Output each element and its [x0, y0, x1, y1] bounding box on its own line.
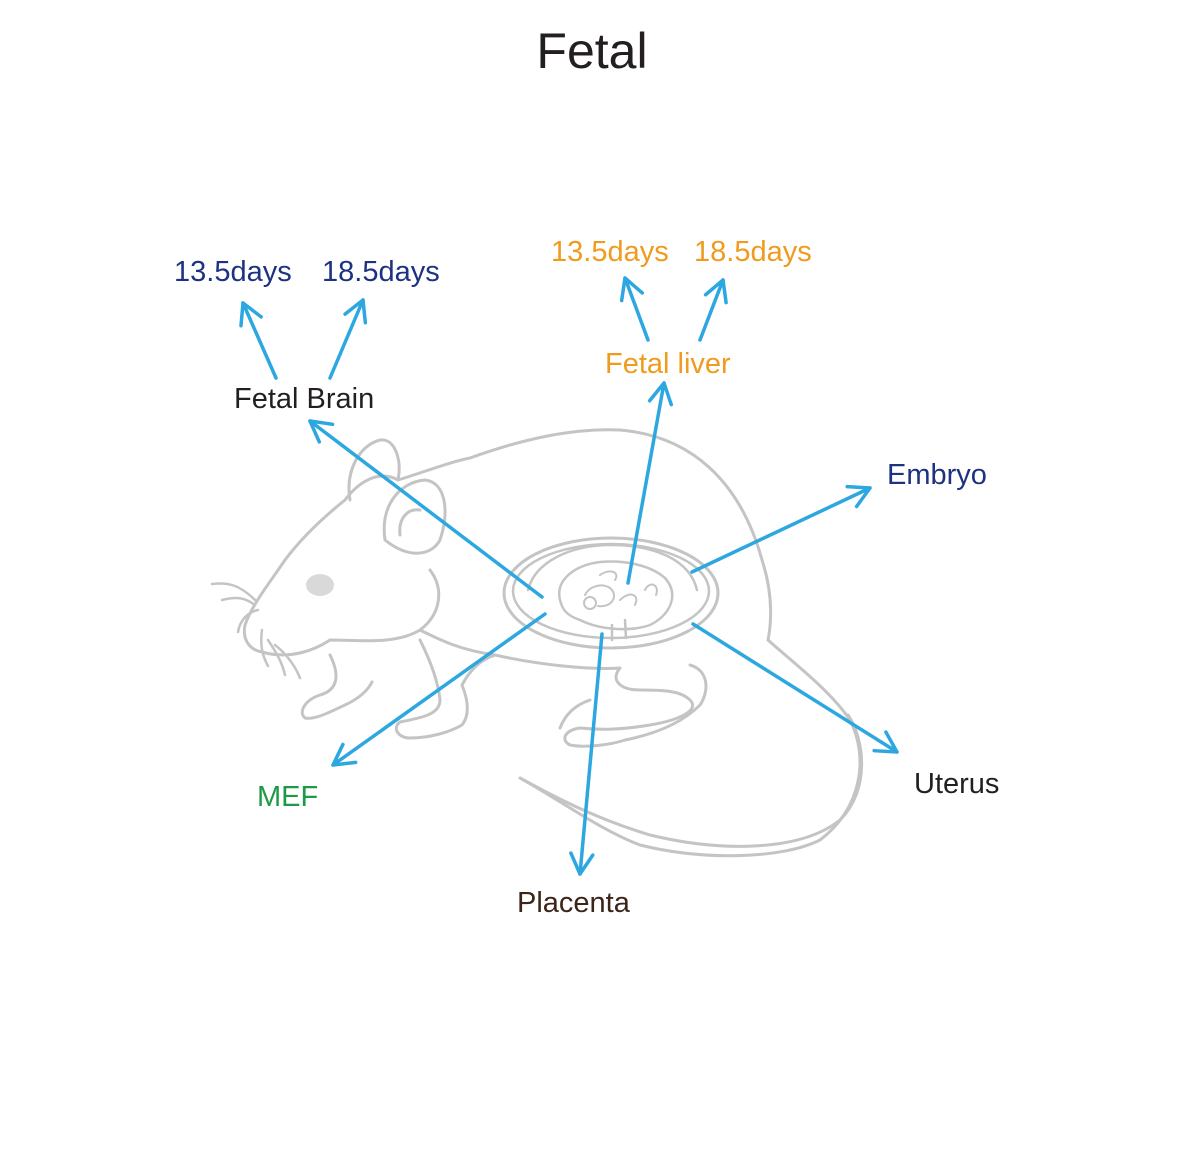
arrow-to-mef — [331, 612, 547, 767]
uterus-illustration — [502, 536, 720, 650]
mouse-ear-back — [347, 438, 401, 502]
arrow-to-placenta — [569, 632, 604, 876]
arrow-to-uterus — [691, 622, 899, 754]
mouse-ear-inner — [398, 508, 422, 537]
label-fetal-brain: Fetal Brain — [234, 383, 375, 415]
arrow-to-fetal-brain — [308, 419, 544, 599]
label-mef: MEF — [257, 781, 319, 813]
mouse-belly — [493, 653, 694, 748]
mouse-haunch-outline — [638, 638, 862, 858]
mouse-ear-front — [382, 478, 447, 555]
mouse-whiskers — [210, 582, 302, 680]
arrow-brain-to-18-5 — [328, 298, 368, 380]
label-brain-13-5-days: 13.5days — [174, 256, 292, 288]
mouse-back-outline — [396, 428, 773, 642]
mouse-illustration — [210, 428, 864, 858]
mouse-shoulder — [418, 628, 497, 657]
diagram-title: Fetal — [536, 23, 648, 79]
arrow-liver-to-18-5 — [698, 278, 728, 342]
label-fetal-liver: Fetal liver — [605, 348, 731, 380]
mouse-front-leg — [300, 653, 374, 720]
label-liver-18-5-days: 18.5days — [694, 236, 812, 268]
label-brain-18-5-days: 18.5days — [322, 256, 440, 288]
arrow-to-fetal-liver — [626, 381, 674, 585]
arrow-liver-to-13-5 — [619, 276, 650, 342]
arrow-to-embryo — [690, 484, 872, 574]
arrow-brain-to-13-5 — [239, 301, 278, 380]
mouse-head-outline — [242, 474, 441, 657]
arrows — [239, 276, 899, 876]
mouse-hind-leg — [623, 663, 708, 742]
mouse-front-leg-2 — [394, 638, 497, 740]
mouse-eye — [306, 574, 334, 596]
mouse-hind-foot — [558, 698, 592, 730]
label-embryo: Embryo — [887, 459, 987, 491]
label-placenta: Placenta — [517, 887, 630, 919]
label-uterus: Uterus — [914, 768, 1000, 800]
label-liver-13-5-days: 13.5days — [551, 236, 669, 268]
mouse-tail — [518, 713, 864, 848]
